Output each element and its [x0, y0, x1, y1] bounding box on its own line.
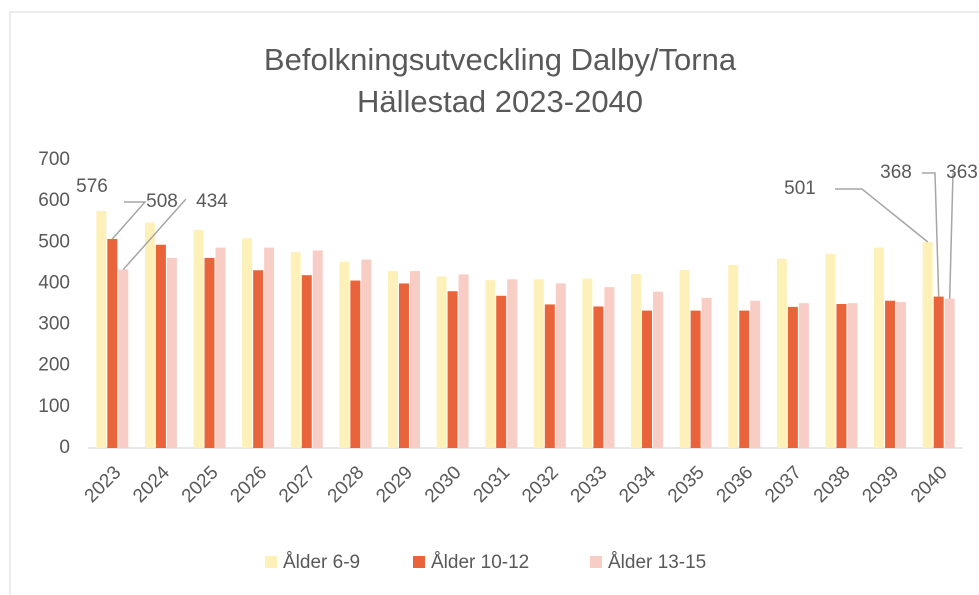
bar [264, 247, 275, 448]
data-label: 508 [146, 191, 178, 212]
bar [485, 280, 496, 448]
bar [847, 303, 858, 448]
legend-swatch [265, 556, 277, 568]
legend-label: Ålder 6-9 [283, 552, 360, 573]
bar [776, 258, 787, 448]
bar [290, 252, 301, 448]
y-tick-label: 500 [38, 231, 70, 252]
bar [398, 283, 409, 448]
bar [242, 238, 253, 448]
data-label: 363 [946, 162, 978, 183]
bar [728, 264, 739, 448]
bar [155, 244, 166, 448]
leader-line [835, 188, 929, 243]
bar [193, 229, 204, 448]
bar [301, 275, 312, 448]
legend-label: Ålder 10-12 [431, 552, 529, 573]
bar [896, 301, 907, 448]
chart-title: Befolkningsutveckling Dalby/Torna [264, 42, 737, 77]
bar [885, 300, 896, 448]
bar [253, 270, 264, 448]
bar [447, 291, 458, 448]
bar [339, 261, 350, 448]
bar [933, 296, 944, 448]
bar [507, 279, 518, 448]
bar [679, 269, 690, 448]
y-tick-label: 200 [38, 355, 70, 376]
leader-line [922, 172, 940, 297]
bar [604, 287, 615, 448]
bar [798, 303, 809, 448]
bar [631, 273, 642, 448]
data-label: 501 [784, 178, 816, 199]
bar [312, 250, 323, 448]
bar [387, 271, 398, 448]
legend-swatch [413, 556, 425, 568]
bar [701, 297, 712, 448]
bar [944, 298, 955, 448]
bar [642, 310, 653, 448]
bar [409, 271, 420, 448]
bar [118, 269, 129, 448]
bar [350, 280, 361, 448]
bar [787, 306, 798, 448]
y-tick-label: 100 [38, 396, 70, 417]
y-tick-label: 700 [38, 149, 70, 170]
bar [825, 253, 836, 448]
bar [739, 310, 750, 448]
data-label: 576 [76, 176, 108, 197]
bar [544, 304, 555, 448]
bar [874, 247, 885, 448]
legend-label: Ålder 13-15 [608, 552, 706, 573]
bar [750, 300, 761, 448]
bar [922, 241, 933, 448]
y-tick-label: 400 [38, 272, 70, 293]
bar [690, 310, 701, 448]
leader-line [122, 198, 187, 270]
bar [107, 238, 118, 448]
bar [166, 257, 177, 448]
bar [436, 276, 447, 448]
y-tick-label: 300 [38, 314, 70, 335]
bar [533, 279, 544, 448]
legend-swatch [590, 556, 602, 568]
bar [96, 211, 107, 448]
leader-line [111, 201, 147, 240]
bar [593, 306, 604, 448]
y-tick-label: 600 [38, 190, 70, 211]
data-label: 368 [880, 162, 912, 183]
bar [653, 291, 664, 448]
bar [496, 295, 507, 448]
data-label: 434 [196, 191, 228, 212]
bar [582, 278, 593, 448]
bar [361, 259, 372, 448]
bar [204, 257, 215, 448]
bar [215, 247, 226, 448]
leader-line [948, 172, 954, 299]
y-tick-label: 0 [59, 437, 70, 458]
bar [144, 222, 155, 448]
bar [836, 304, 847, 448]
chart-title: Hällestad 2023-2040 [357, 84, 643, 119]
bar [555, 283, 566, 448]
bar [458, 274, 469, 448]
